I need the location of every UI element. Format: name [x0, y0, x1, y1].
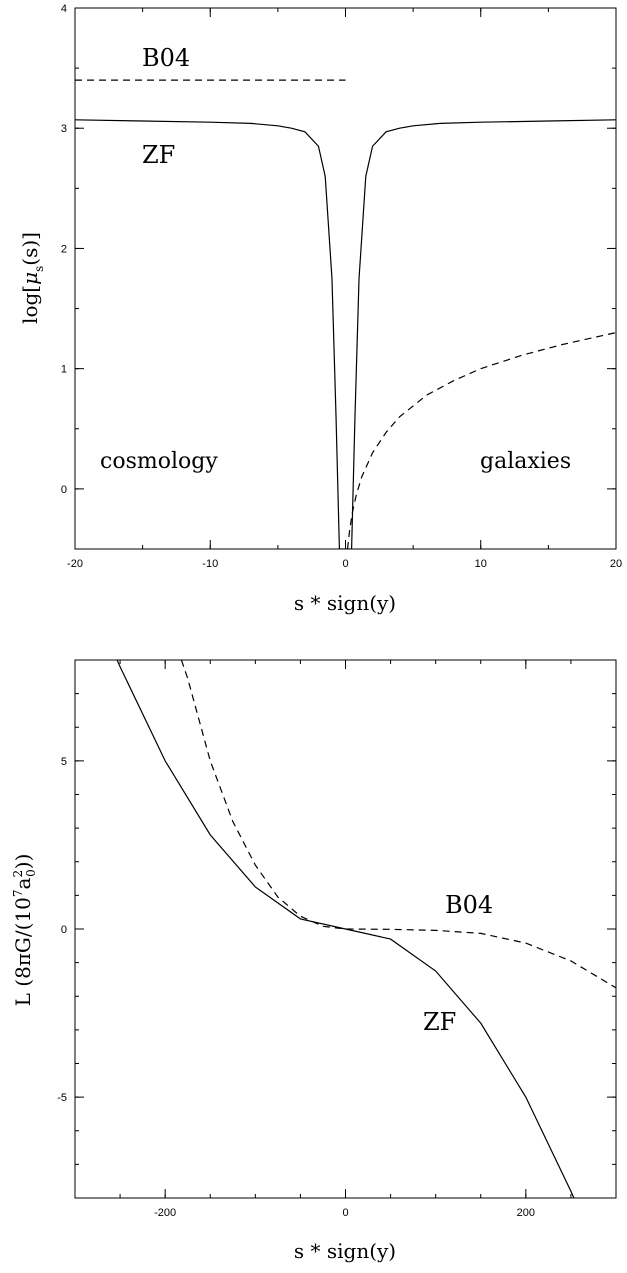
y-axis-label: log[μs(s)]: [18, 232, 46, 324]
x-tick-label: -20: [67, 558, 83, 570]
y-tick-label: 4: [61, 3, 67, 15]
series-zf-line: [75, 119, 616, 549]
x-axis-label: s * sign(y): [294, 1239, 396, 1263]
y-tick-label: 0: [61, 924, 67, 936]
b04-label: B04: [142, 44, 190, 72]
x-tick-label: 0: [342, 1207, 348, 1219]
cosmology-label: cosmology: [100, 449, 218, 474]
galaxies-label: galaxies: [480, 449, 571, 474]
bottom-curves: [116, 660, 616, 1198]
zf-label: ZF: [423, 1008, 456, 1036]
y-tick-label: 1: [61, 364, 67, 376]
zf-label: ZF: [142, 141, 175, 169]
b04-label: B04: [445, 891, 493, 919]
series-b04-line: [180, 660, 616, 989]
x-tick-label: 10: [475, 558, 487, 570]
y-tick-label: 2: [61, 243, 67, 255]
series-zf-line: [116, 660, 575, 1198]
x-tick-label: 20: [610, 558, 622, 570]
x-tick-label: 200: [517, 1207, 535, 1219]
top-ticks: -20 -10 0 10 20 0 1 2 3 4: [61, 3, 622, 570]
x-tick-label: 0: [342, 558, 348, 570]
x-tick-label: -200: [154, 1207, 176, 1219]
x-axis-label: s * sign(y): [294, 591, 396, 615]
x-tick-label: -10: [202, 558, 218, 570]
y-axis-label: L (8πG/(107a20)): [11, 854, 38, 1007]
top-curves: [75, 79, 616, 549]
series-b04-line: [346, 332, 616, 549]
y-tick-label: -5: [57, 1092, 67, 1104]
bottom-ticks: -200 0 200 -5 0 5: [57, 659, 617, 1219]
top-panel: -20 -10 0 10 20 0 1 2 3 4 B04 ZF cosmology galaxi…: [18, 3, 622, 615]
y-tick-label: 5: [61, 756, 67, 768]
y-tick-label: 3: [61, 123, 67, 135]
y-tick-label: 0: [61, 484, 67, 496]
bottom-panel: -200 0 200 -5 0 5 B04 ZF s * sign(y) L (8πG/(…: [11, 659, 617, 1263]
